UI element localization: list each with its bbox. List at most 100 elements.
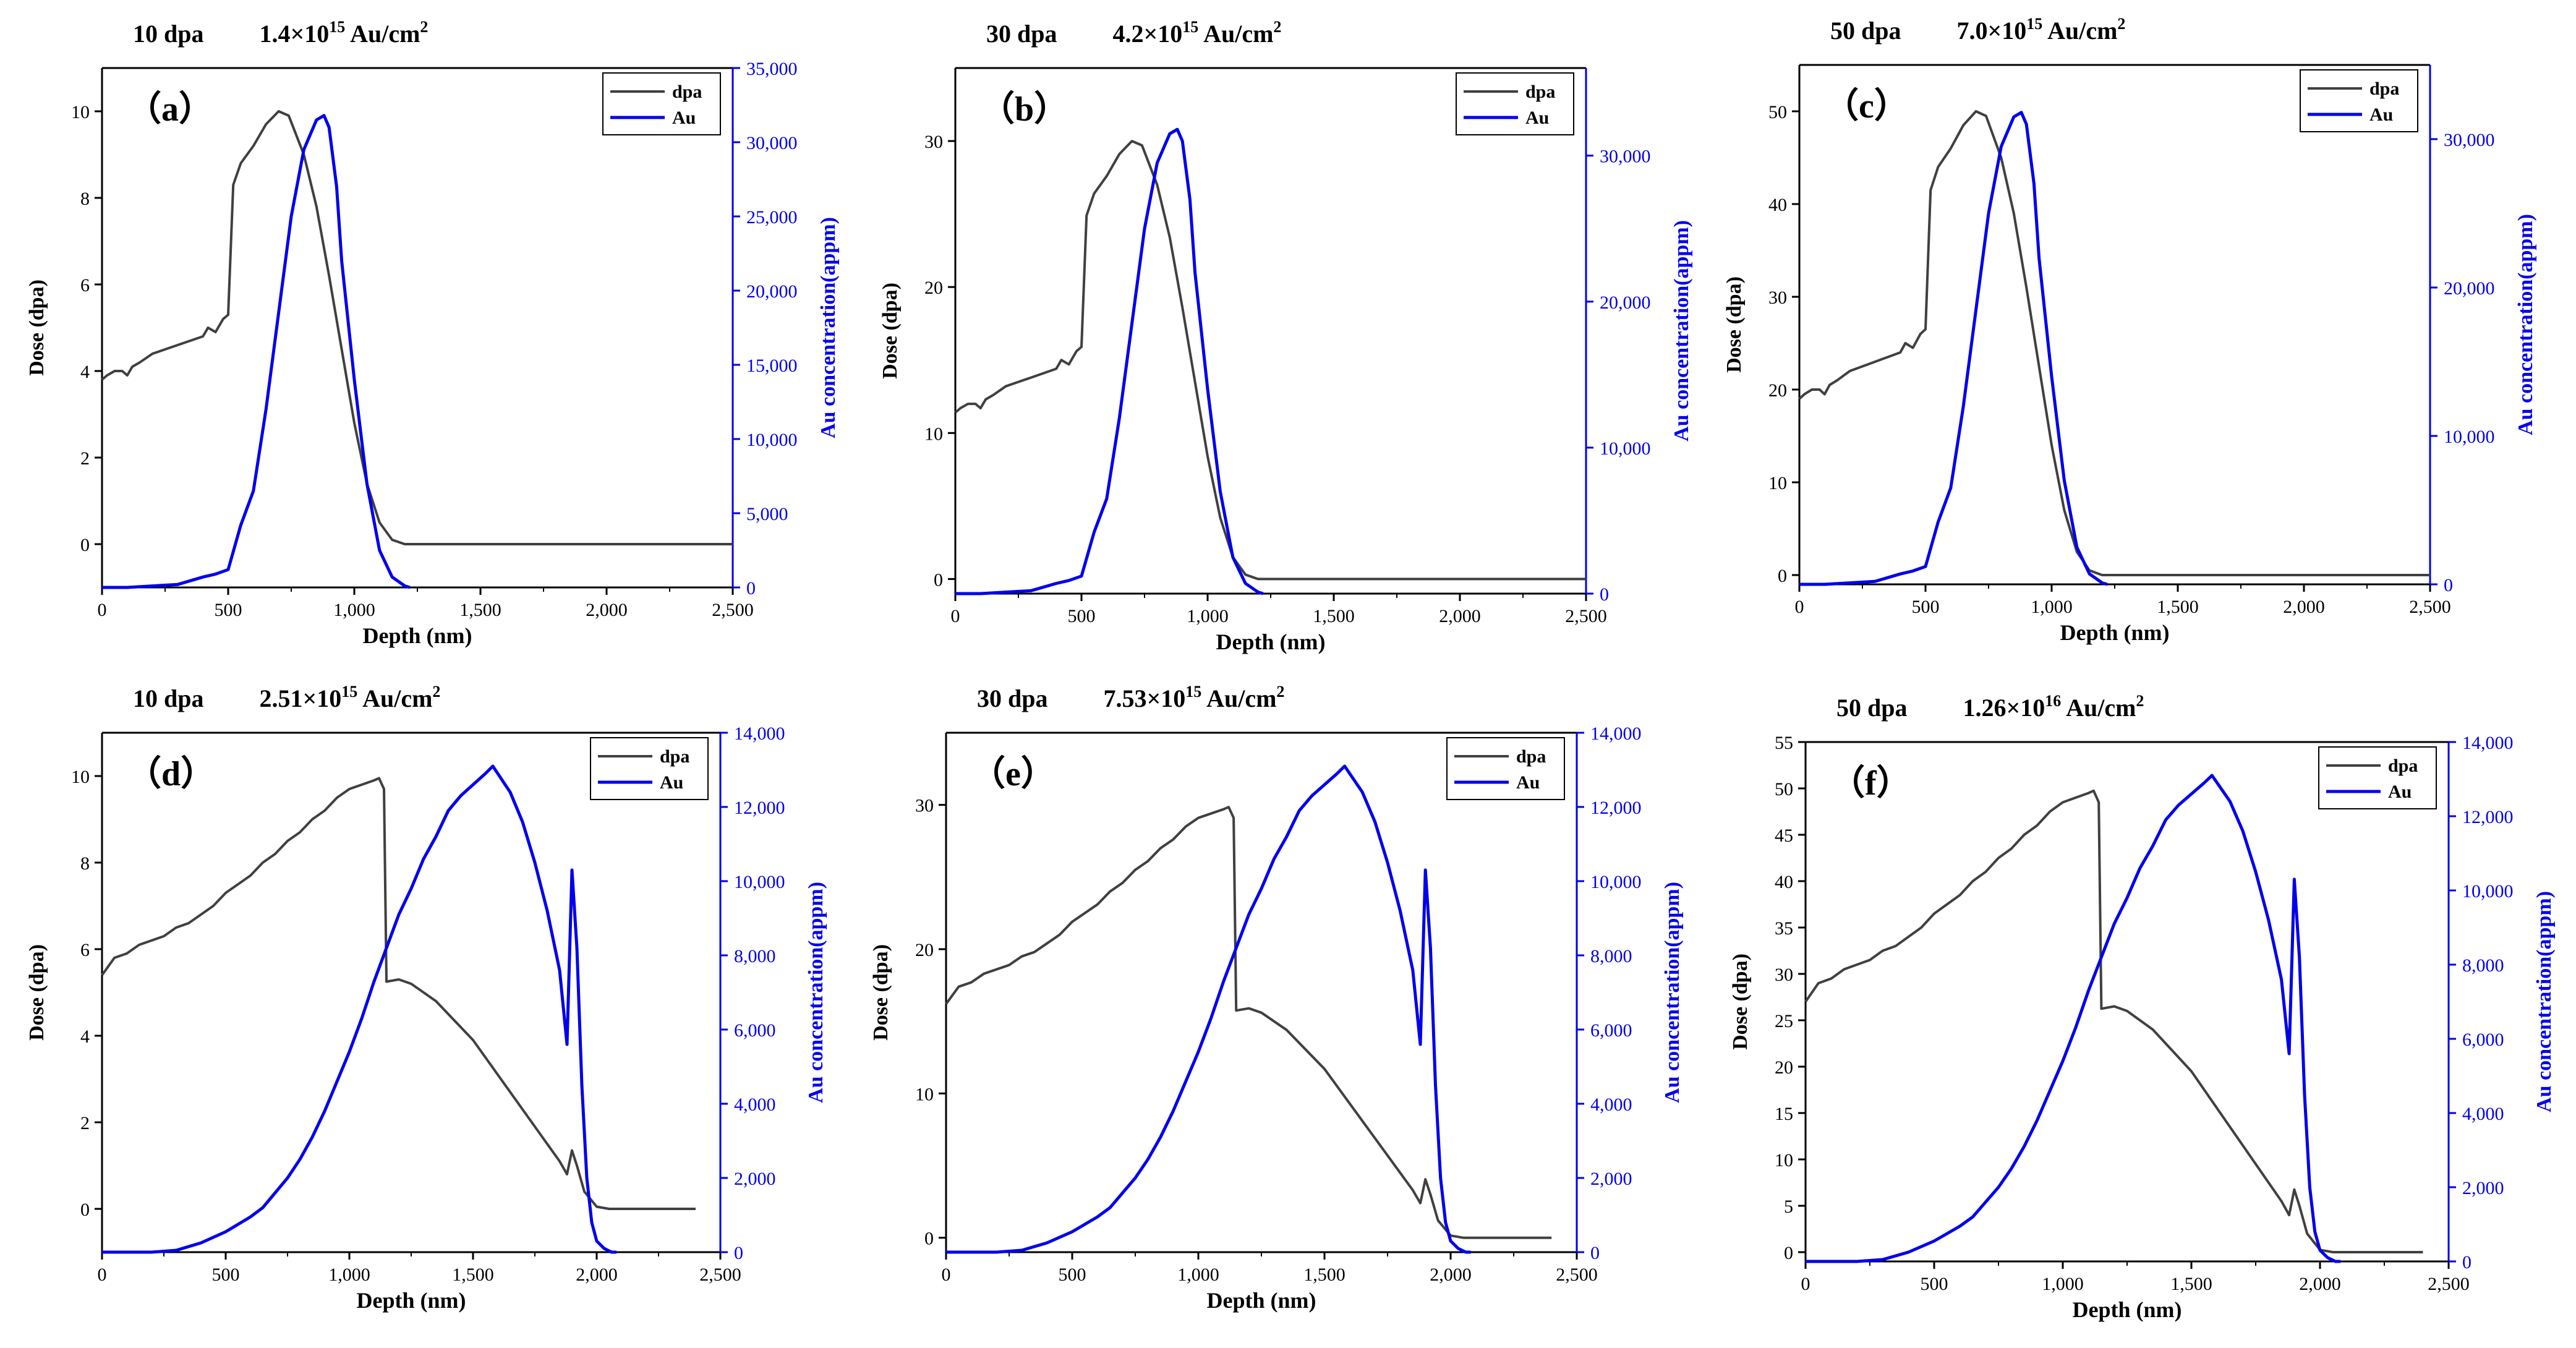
title-unit_exp: 2: [432, 683, 440, 701]
legend-label-dpa: dpa: [1516, 746, 1546, 767]
panel-label: （c）: [1824, 87, 1909, 126]
title-unit_exp: 2: [1276, 683, 1284, 701]
y-tick-label: 10: [71, 102, 90, 122]
title-exp: 15: [1185, 683, 1201, 701]
y2-tick-label: 10,000: [2444, 427, 2495, 447]
x-tick-label: 2,500: [699, 1265, 741, 1285]
y-axis-title: Dose (dpa): [1729, 953, 1752, 1050]
y2-axis-title: Au concentration(appm): [2533, 891, 2556, 1112]
y2-tick-label: 10,000: [1590, 872, 1642, 892]
y2-tick-label: 35,000: [746, 59, 798, 79]
x-tick-label: 0: [1795, 597, 1804, 617]
panel-title: 10 dpa 2.51×1015 Au/cm2: [133, 683, 440, 712]
y2-tick-label: 20,000: [746, 281, 798, 302]
x-tick-label: 500: [1059, 1265, 1086, 1285]
y2-tick-label: 0: [734, 1243, 743, 1263]
series-line-dpa: [101, 777, 696, 1210]
legend-box: [2300, 69, 2418, 132]
title-exp: 16: [2045, 692, 2061, 710]
y2-tick-label: 10,000: [734, 872, 785, 892]
y-tick-label: 30: [924, 132, 943, 152]
x-tick-label: 2,000: [2299, 1274, 2341, 1294]
y2-tick-label: 25,000: [746, 207, 798, 228]
title-dpa: 50 dpa: [1830, 17, 1901, 45]
title-exp: 15: [1182, 18, 1198, 36]
legend-box: [602, 72, 721, 135]
y-tick-label: 4: [80, 1026, 90, 1047]
x-tick-label: 1,500: [2170, 1274, 2212, 1294]
y-tick-label: 5: [1784, 1197, 1793, 1217]
y-axis-title: Dose (dpa): [869, 944, 892, 1041]
x-tick-label: 500: [1921, 1274, 1948, 1294]
x-tick-label: 1,000: [1177, 1265, 1219, 1285]
legend-label-au: Au: [1516, 772, 1540, 793]
y-tick-label: 10: [71, 767, 90, 787]
y-tick-label: 35: [1775, 918, 1793, 939]
legend-label-au: Au: [2388, 782, 2412, 802]
x-tick-label: 0: [942, 1265, 951, 1285]
y-tick-label: 40: [1768, 195, 1787, 215]
y2-axis-title: Au concentration(appm): [2514, 214, 2537, 435]
x-tick-label: 1,500: [459, 600, 501, 620]
title-unit_exp: 2: [420, 18, 428, 36]
legend-label-dpa: dpa: [672, 82, 702, 102]
x-tick-label: 1,000: [2042, 1274, 2084, 1294]
y2-tick-label: 2,000: [2462, 1178, 2504, 1198]
y-tick-label: 20: [1768, 380, 1787, 401]
y2-tick-label: 2,000: [734, 1169, 776, 1189]
title-dpa: 50 dpa: [1836, 694, 1908, 722]
y-tick-label: 2: [80, 448, 90, 469]
y2-tick-label: 14,000: [734, 723, 785, 744]
y2-tick-label: 4,000: [1590, 1094, 1632, 1115]
title-fluence: 7.0×10: [1957, 17, 2027, 45]
y2-axis-title: Au concentration(appm): [804, 882, 827, 1103]
y2-tick-label: 0: [746, 578, 756, 599]
series-line-au: [955, 127, 1264, 595]
y2-tick-label: 15,000: [746, 356, 798, 376]
y-tick-label: 8: [80, 853, 90, 874]
legend-box: [1456, 72, 1574, 135]
x-tick-label: 2,500: [1565, 606, 1607, 626]
y2-axis-title: Au concentration(appm): [817, 217, 840, 438]
y2-tick-label: 12,000: [1590, 798, 1642, 818]
panel-label: （b）: [980, 90, 1068, 129]
series-line-dpa: [1804, 789, 2423, 1253]
legend-label-au: Au: [660, 772, 683, 793]
y2-tick-label: 0: [1590, 1243, 1600, 1263]
y-tick-label: 20: [924, 278, 943, 298]
title-dpa: 10 dpa: [133, 685, 204, 712]
x-tick-label: 1,000: [1187, 606, 1229, 626]
x-tick-label: 500: [212, 1265, 240, 1285]
y-tick-label: 4: [80, 362, 90, 382]
y2-tick-label: 10,000: [1600, 438, 1651, 459]
x-tick-label: 500: [1068, 606, 1096, 626]
y2-tick-label: 10,000: [2462, 881, 2514, 902]
legend-box: [2318, 746, 2437, 809]
y-tick-label: 25: [1775, 1011, 1793, 1031]
panel-label: （e）: [971, 754, 1056, 793]
series-line-dpa: [101, 110, 733, 545]
x-tick-label: 2,500: [712, 600, 754, 620]
y2-tick-label: 0: [2444, 575, 2453, 595]
title-unit: Au/cm: [1198, 20, 1273, 48]
title-unit: Au/cm: [2061, 694, 2136, 722]
y2-tick-label: 8,000: [1590, 946, 1632, 966]
y-tick-label: 0: [80, 535, 90, 555]
legend-label-dpa: dpa: [2388, 756, 2418, 776]
y2-axis-title: Au concentration(appm): [1670, 220, 1693, 442]
x-tick-label: 2,000: [1439, 606, 1481, 626]
series-line-au: [946, 764, 1471, 1254]
y-tick-label: 0: [80, 1200, 90, 1220]
title-exp: 15: [341, 683, 357, 701]
y-tick-label: 40: [1775, 872, 1793, 892]
x-tick-label: 2,000: [1430, 1265, 1472, 1285]
panel-title: 50 dpa 1.26×1016 Au/cm2: [1836, 692, 2144, 722]
y2-tick-label: 0: [2462, 1252, 2472, 1273]
y2-tick-label: 5,000: [746, 504, 788, 524]
panel-title: 30 dpa 4.2×1015 Au/cm2: [986, 18, 1281, 48]
title-fluence: 1.26×10: [1963, 694, 2045, 722]
legend-label-dpa: dpa: [660, 746, 689, 767]
